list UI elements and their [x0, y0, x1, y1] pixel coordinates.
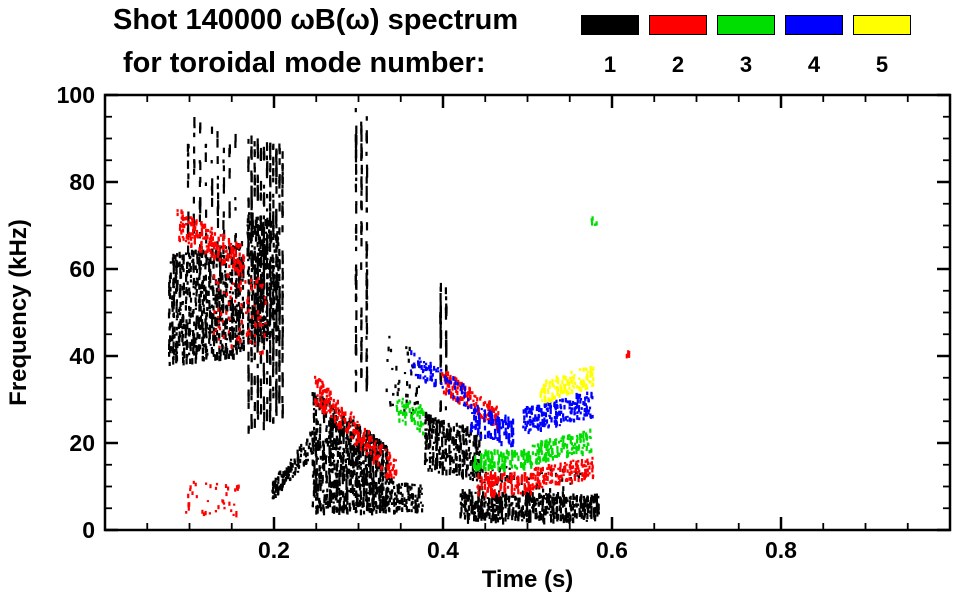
- legend-label-mode-1: 1: [603, 52, 617, 77]
- x-tick-label: 0.2: [258, 537, 290, 563]
- x-axis-title: Time (s): [482, 566, 574, 593]
- y-tick-label: 80: [69, 169, 95, 195]
- legend-swatch-mode-4: [785, 15, 843, 35]
- y-tick-label: 40: [69, 343, 95, 369]
- x-tick-label: 0.8: [765, 537, 797, 563]
- legend-label-mode-2: 2: [671, 52, 685, 77]
- minor-ticks: [105, 95, 950, 530]
- legend-swatch-mode-3: [717, 15, 775, 35]
- y-tick-label: 0: [82, 517, 95, 543]
- x-tick-label: 0.4: [427, 537, 459, 563]
- series-mode-5: [539, 365, 595, 404]
- series-mode-2: [176, 209, 631, 518]
- chart-title: Shot 140000 ωB(ω) spectrum: [113, 4, 519, 36]
- series-layer: [167, 108, 631, 525]
- series-mode-3: [395, 216, 598, 473]
- x-tick-label: 0.6: [596, 537, 628, 563]
- legend-label-mode-4: 4: [807, 52, 821, 77]
- y-tick-label: 100: [57, 82, 95, 108]
- y-tick-label: 20: [69, 430, 95, 456]
- legend-swatch-mode-2: [649, 15, 707, 35]
- legend-label-mode-5: 5: [875, 52, 889, 77]
- legend-swatch-mode-1: [581, 15, 639, 35]
- chart-subtitle: for toroidal mode number:: [123, 47, 486, 79]
- legend-mode-numbers: 1 2 3 4 5: [581, 52, 911, 78]
- y-axis-title: Frequency (kHz): [5, 219, 32, 406]
- legend-swatch-mode-5: [853, 15, 911, 35]
- legend-swatches: [581, 15, 911, 35]
- legend-label-mode-3: 3: [739, 52, 753, 77]
- series-mode-4: [409, 350, 594, 448]
- y-tick-label: 60: [69, 256, 95, 282]
